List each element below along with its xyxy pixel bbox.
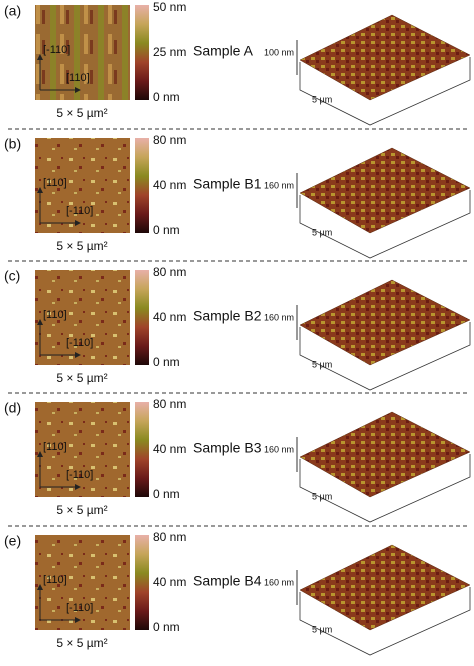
surface-3d bbox=[299, 279, 471, 366]
scale-label: 5 × 5 µm² bbox=[56, 371, 107, 385]
axis-3d bbox=[299, 57, 471, 126]
colorbar-label: 80 nm bbox=[153, 530, 186, 544]
panel-label: (a) bbox=[4, 3, 21, 19]
colorbar-label: 40 nm bbox=[153, 310, 186, 324]
axis-3d bbox=[299, 322, 471, 391]
axis-3d bbox=[299, 587, 471, 656]
lateral-label: 5 µm bbox=[312, 94, 332, 104]
direction-label: [-110] bbox=[43, 44, 70, 56]
colorbar-label: 25 nm bbox=[153, 45, 186, 59]
colorbar-label: 0 nm bbox=[153, 223, 180, 237]
sample-name: Sample B1 bbox=[193, 176, 262, 192]
lateral-label: 5 µm bbox=[312, 624, 332, 634]
direction-label: [110] bbox=[43, 177, 67, 189]
scale-label: 5 × 5 µm² bbox=[56, 503, 107, 517]
lateral-label: 5 µm bbox=[312, 227, 332, 237]
surface-3d bbox=[299, 411, 471, 498]
height-label: 160 nm bbox=[264, 444, 294, 454]
colorbar bbox=[135, 270, 149, 365]
scale-label: 5 × 5 µm² bbox=[56, 636, 107, 650]
colorbar-label: 80 nm bbox=[153, 397, 186, 411]
colorbar bbox=[135, 535, 149, 630]
colorbar-label: 80 nm bbox=[153, 133, 186, 147]
afm-image bbox=[35, 138, 130, 233]
colorbar-label: 0 nm bbox=[153, 355, 180, 369]
colorbar-label: 40 nm bbox=[153, 575, 186, 589]
colorbar-label: 40 nm bbox=[153, 178, 186, 192]
height-label: 160 nm bbox=[264, 577, 294, 587]
surface-3d bbox=[299, 147, 471, 234]
direction-label: [-110] bbox=[66, 205, 93, 217]
direction-label: [110] bbox=[43, 441, 67, 453]
afm-image bbox=[35, 402, 130, 497]
axis-3d bbox=[299, 190, 471, 259]
panel-label: (c) bbox=[4, 268, 20, 284]
panel-label: (d) bbox=[4, 400, 21, 416]
afm-image bbox=[35, 5, 130, 100]
colorbar-label: 0 nm bbox=[153, 620, 180, 634]
surface-3d bbox=[299, 544, 471, 631]
scale-label: 5 × 5 µm² bbox=[56, 106, 107, 120]
colorbar-label: 80 nm bbox=[153, 265, 186, 279]
afm-image bbox=[35, 535, 130, 630]
lateral-label: 5 µm bbox=[312, 491, 332, 501]
direction-label: [110] bbox=[43, 574, 67, 586]
sample-name: Sample B2 bbox=[193, 308, 262, 324]
height-label: 100 nm bbox=[264, 47, 294, 57]
sample-name: Sample B3 bbox=[193, 440, 262, 456]
axis-3d bbox=[299, 454, 471, 523]
colorbar-label: 50 nm bbox=[153, 0, 186, 14]
height-label: 160 nm bbox=[264, 180, 294, 190]
height-label: 160 nm bbox=[264, 312, 294, 322]
colorbar-label: 0 nm bbox=[153, 487, 180, 501]
sample-name: Sample A bbox=[193, 43, 254, 59]
direction-label: [110] bbox=[66, 72, 90, 84]
colorbar-label: 40 nm bbox=[153, 442, 186, 456]
scale-label: 5 × 5 µm² bbox=[56, 239, 107, 253]
panel-label: (b) bbox=[4, 136, 21, 152]
direction-label: [-110] bbox=[66, 337, 93, 349]
colorbar bbox=[135, 138, 149, 233]
panel-label: (e) bbox=[4, 533, 21, 549]
direction-label: [110] bbox=[43, 309, 67, 321]
colorbar bbox=[135, 402, 149, 497]
colorbar-label: 0 nm bbox=[153, 90, 180, 104]
sample-name: Sample B4 bbox=[193, 573, 262, 589]
afm-image bbox=[35, 270, 130, 365]
direction-label: [-110] bbox=[66, 469, 93, 481]
colorbar bbox=[135, 5, 149, 100]
lateral-label: 5 µm bbox=[312, 359, 332, 369]
direction-label: [-110] bbox=[66, 602, 93, 614]
surface-3d bbox=[299, 14, 471, 101]
